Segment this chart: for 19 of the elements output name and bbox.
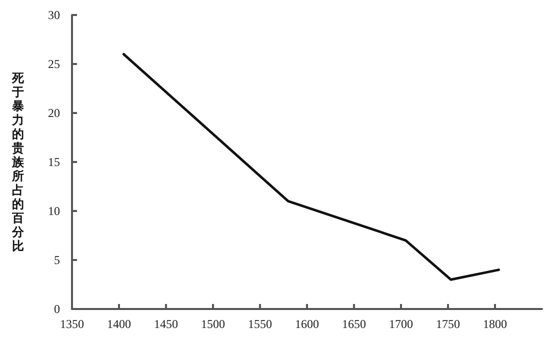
x-tick-label: 1800	[483, 317, 507, 331]
text: 死于暴力的贵族所占的百分比	[12, 71, 24, 253]
x-tick-label: 1400	[107, 317, 131, 331]
y-tick-label: 0	[54, 302, 60, 316]
x-tick-label: 1700	[389, 317, 413, 331]
y-tick-label: 25	[48, 57, 60, 71]
x-tick-label: 1750	[436, 317, 460, 331]
line-series	[122, 52, 500, 281]
x-tick-label: 1650	[342, 317, 366, 331]
y-tick-label: 5	[54, 253, 60, 267]
x-tick-label: 1350	[60, 317, 84, 331]
y-tick-label: 10	[48, 204, 60, 218]
x-tick-label: 1550	[248, 317, 272, 331]
y-tick-label: 30	[48, 8, 60, 22]
x-tick-label: 1500	[201, 317, 225, 331]
y-tick-label: 15	[48, 155, 60, 169]
x-tick-label: 1600	[295, 317, 319, 331]
x-tick-label: 1450	[154, 317, 178, 331]
y-tick-label: 20	[48, 106, 60, 120]
